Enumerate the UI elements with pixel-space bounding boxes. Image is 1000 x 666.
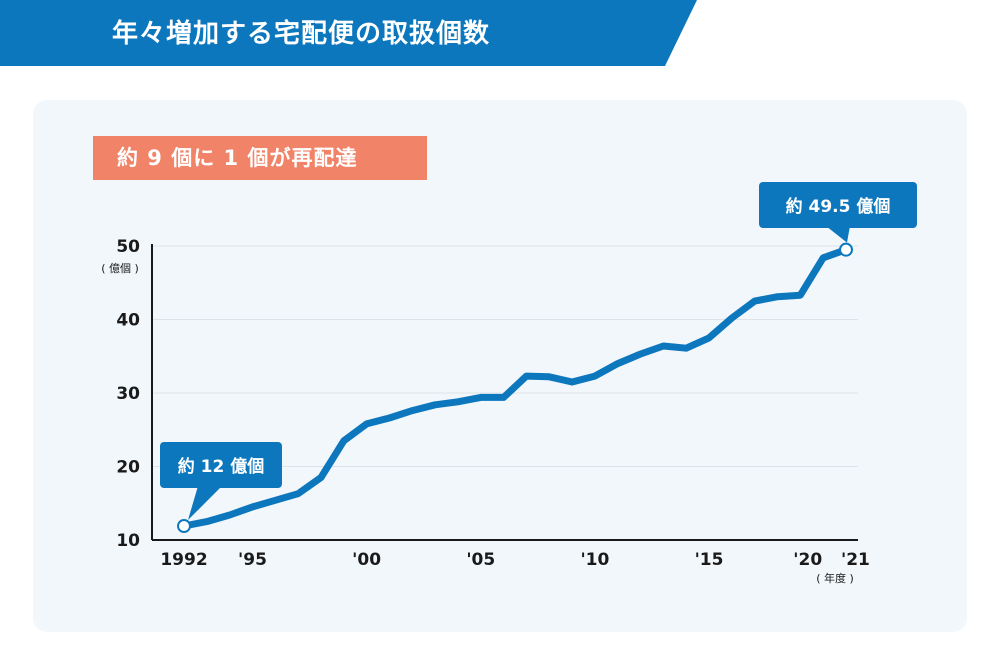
redelivery-badge: 約 9 個に 1 個が再配達 — [93, 136, 427, 180]
x-tick-label: '21 — [841, 550, 870, 570]
y-tick-label: 40 — [116, 311, 140, 331]
start-callout-pointer — [188, 486, 222, 521]
end-callout-pointer — [826, 226, 850, 243]
y-tick-label: 20 — [116, 458, 140, 478]
x-tick-label: 1992 — [160, 550, 207, 570]
y-tick-label: 50 — [116, 237, 140, 257]
y-axis-unit: ( 億個 ) — [101, 262, 139, 275]
series-line — [180, 246, 850, 530]
y-tick-label: 10 — [116, 531, 140, 551]
title-banner: 年々増加する宅配便の取扱個数 — [0, 0, 1000, 70]
x-tick-label: '05 — [466, 550, 495, 570]
title-banner-shape — [0, 0, 697, 66]
x-tick-label: '15 — [695, 550, 724, 570]
page-title: 年々増加する宅配便の取扱個数 — [112, 19, 491, 49]
x-axis-unit: ( 年度 ) — [816, 571, 854, 585]
start-callout-box — [160, 442, 282, 488]
start-point-marker — [177, 519, 191, 534]
x-tick-label: '10 — [580, 550, 609, 570]
x-tick-label: '95 — [238, 550, 267, 570]
end-callout-label: 約 49.5 億個 — [786, 196, 891, 217]
y-tick-label: 30 — [116, 384, 140, 404]
start-callout-label: 約 12 億個 — [178, 456, 265, 477]
x-tick-label: '00 — [352, 550, 381, 570]
x-tick-label: '20 — [793, 550, 822, 570]
end-point-marker — [839, 242, 853, 257]
end-callout-box — [759, 182, 917, 228]
